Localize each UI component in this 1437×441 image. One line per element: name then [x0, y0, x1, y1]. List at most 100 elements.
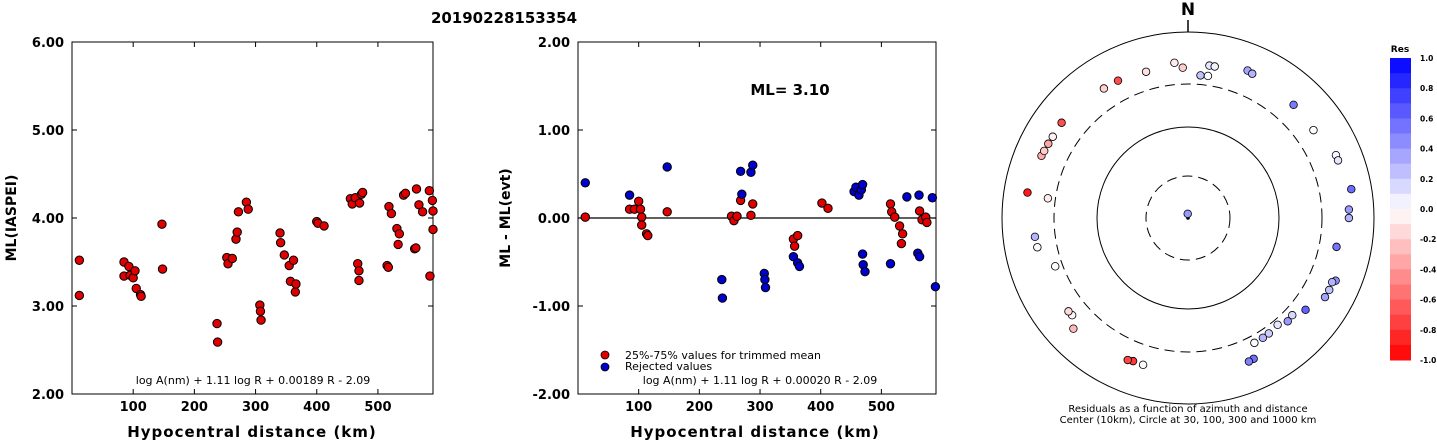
data-point-series-0 — [232, 227, 242, 237]
station-residual-point — [1033, 243, 1042, 252]
station-residual-point — [1309, 125, 1318, 135]
station-residual-point — [1248, 69, 1257, 78]
station-residual-point — [1288, 311, 1297, 320]
y-tick-label: 2.00 — [32, 388, 64, 403]
data-point-series-0 — [425, 271, 435, 281]
data-point-series-0 — [357, 187, 368, 198]
data-point-series-0 — [130, 266, 140, 276]
data-point-series-0 — [894, 221, 905, 231]
chart2-ylabel: ML - ML(evt) — [498, 168, 514, 267]
circle-300km — [1053, 83, 1323, 353]
colorbar-tick-label: -0.6 — [1420, 296, 1436, 305]
data-point-series-0 — [290, 287, 301, 297]
station-residual-point — [1210, 62, 1219, 71]
station-residual-point — [1044, 139, 1053, 148]
station-residual-point — [1344, 205, 1354, 214]
data-point-series-0 — [428, 224, 438, 235]
data-point-series-0 — [279, 250, 290, 260]
x-tick-label: 300 — [242, 400, 269, 415]
polar-marks — [1023, 58, 1356, 370]
station-residual-point — [1332, 242, 1341, 252]
colorbar-cell — [1390, 193, 1411, 210]
legend-label-rejected: Rejected values — [625, 360, 712, 373]
legend-marker-rejected — [600, 362, 610, 372]
data-point-series-1 — [580, 178, 590, 188]
circle-100km — [1096, 126, 1280, 310]
x-tick-label: 100 — [120, 400, 147, 415]
circle-30km — [1145, 175, 1231, 261]
x-tick-label: 200 — [686, 400, 713, 415]
chart1-xlabel: Hypocentral distance (km) — [127, 423, 377, 441]
x-tick-label: 500 — [868, 400, 895, 415]
data-point-series-0 — [394, 229, 405, 239]
colorbar-tick-label: 0.4 — [1420, 145, 1433, 154]
data-point-series-0 — [157, 219, 167, 229]
colorbar-cell — [1390, 118, 1411, 134]
data-point-series-0 — [288, 255, 299, 265]
colorbar-tick-label: 0.0 — [1420, 205, 1433, 214]
data-point-series-0 — [914, 206, 925, 216]
data-point-series-1 — [902, 192, 912, 202]
x-tick-label: 100 — [625, 400, 652, 415]
north-label: N — [1181, 0, 1195, 20]
data-point-series-1 — [737, 189, 747, 199]
station-residual-point — [1301, 305, 1310, 315]
colorbar-cell — [1390, 239, 1411, 255]
station-residual-point — [1244, 357, 1254, 366]
data-point-series-0 — [732, 211, 742, 221]
data-point-series-0 — [890, 212, 900, 222]
station-residual-point — [1064, 307, 1073, 316]
legend-label-trimmed: 25%-75% values for trimmed mean — [625, 349, 821, 362]
y-tick-label: 6.00 — [32, 36, 64, 51]
station-residual-point — [1138, 360, 1148, 370]
colorbar-cell — [1390, 254, 1411, 270]
data-point-series-0 — [637, 212, 647, 222]
colorbar-cell — [1390, 329, 1411, 346]
data-point-series-1 — [760, 282, 771, 293]
data-point-series-0 — [792, 230, 803, 241]
data-point-series-1 — [930, 281, 941, 292]
data-point-series-0 — [885, 199, 896, 209]
chart1-frame — [71, 41, 434, 395]
station-residual-point — [1040, 146, 1049, 156]
station-residual-point — [1250, 338, 1259, 348]
colorbar-tick-label: -0.2 — [1420, 235, 1436, 244]
colorbar-tick-label: -0.4 — [1420, 265, 1436, 274]
data-point-series-1 — [717, 293, 728, 303]
chart2-ml-annotation: ML= 3.10 — [750, 81, 829, 99]
figure-title: 20190228153354 — [431, 9, 577, 27]
data-point-series-0 — [354, 198, 365, 208]
station-residual-point — [1048, 132, 1057, 141]
colorbar-cell — [1390, 344, 1411, 361]
station-residual-point — [1283, 317, 1292, 326]
data-point-series-0 — [393, 239, 403, 250]
circle-1000km — [1001, 31, 1375, 405]
data-point-series-0 — [580, 212, 590, 222]
colorbar-cell — [1390, 58, 1411, 74]
data-point-series-0 — [400, 188, 411, 199]
colorbar-cell — [1390, 103, 1411, 119]
station-residual-point — [1264, 329, 1274, 338]
station-residual-point — [1196, 71, 1205, 80]
station-residual-point — [1203, 71, 1213, 81]
chart2-ticks: 100 200 300 400 500 -2.00 -1.00 0.00 1.00 2.00 — [533, 36, 936, 415]
station-residual-point — [1178, 63, 1187, 72]
y-tick-label: 3.00 — [32, 300, 64, 315]
colorbar-cell — [1390, 163, 1411, 180]
data-point-series-0 — [643, 230, 653, 241]
chart1-ticks: 100 200 300 400 500 2.00 3.00 4.00 5.00 6.00 — [32, 36, 433, 415]
colorbar-tick-label: 0.2 — [1420, 175, 1433, 184]
data-point-series-1 — [860, 266, 870, 277]
data-point-series-0 — [227, 253, 238, 264]
colorbar-tick-label: 0.6 — [1420, 114, 1433, 123]
station-residual-point — [1320, 292, 1330, 302]
chart2-marks — [580, 160, 941, 303]
data-point-series-0 — [922, 217, 932, 228]
station-residual-point — [1023, 188, 1032, 197]
colorbar-tick-label: -0.8 — [1420, 326, 1436, 335]
data-point-series-1 — [624, 190, 635, 200]
station-residual-point — [1113, 76, 1123, 85]
data-point-series-1 — [885, 259, 896, 269]
data-point-series-0 — [427, 195, 438, 206]
